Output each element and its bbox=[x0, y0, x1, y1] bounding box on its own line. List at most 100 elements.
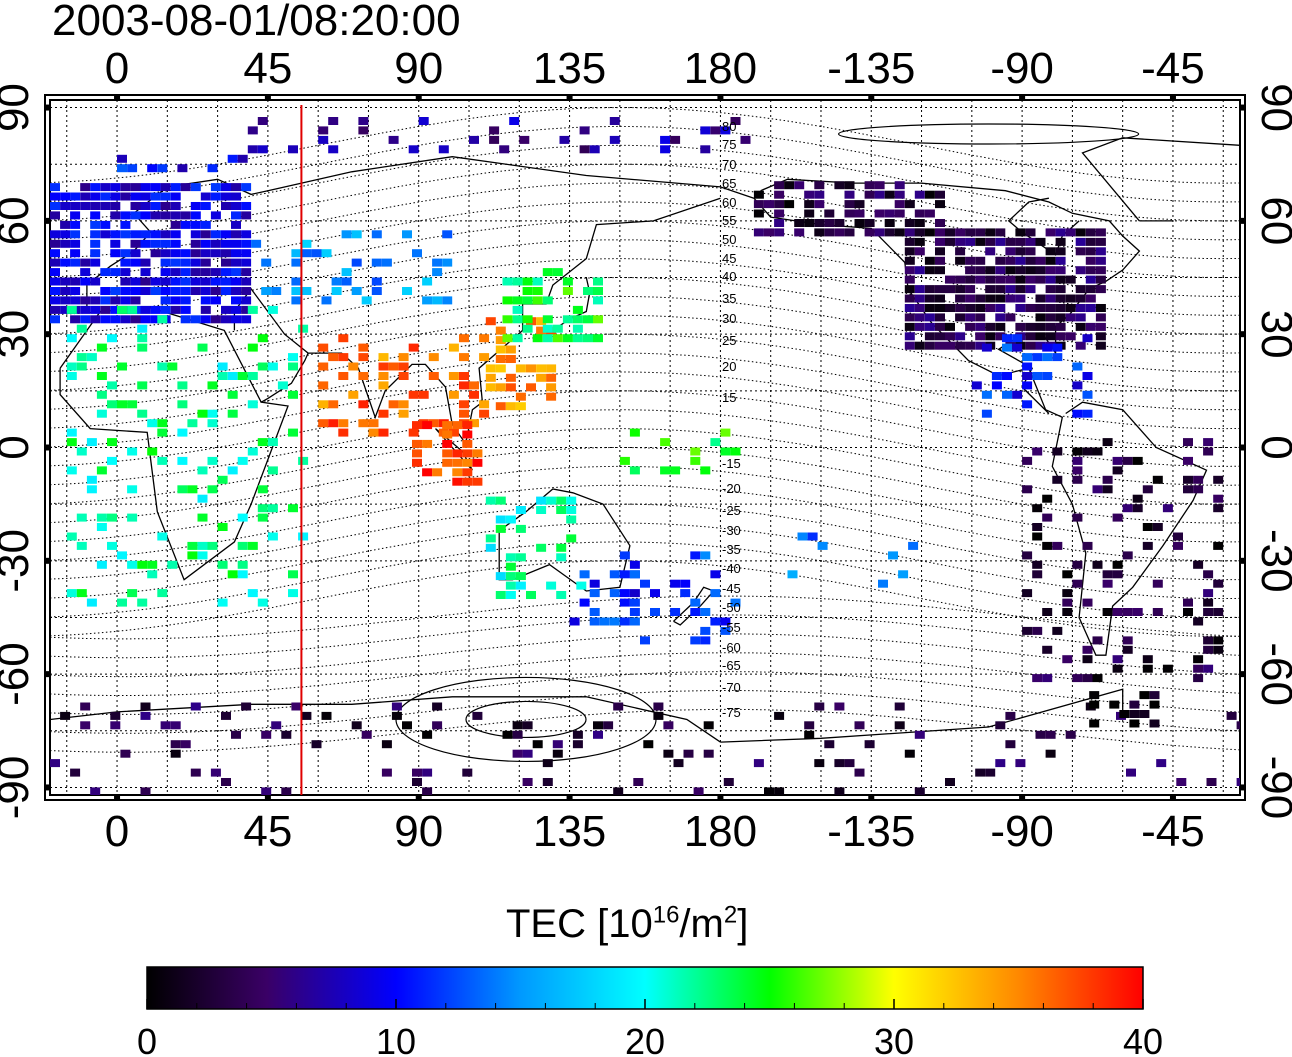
tec-cell bbox=[1052, 343, 1063, 352]
tec-cell bbox=[1152, 579, 1163, 588]
tec-cell bbox=[1173, 541, 1183, 550]
tec-cell bbox=[50, 183, 60, 192]
tec-cell bbox=[935, 247, 945, 256]
tec-cell bbox=[1102, 579, 1113, 588]
tec-cell bbox=[200, 277, 211, 286]
tec-cell bbox=[1085, 228, 1096, 237]
tec-cell bbox=[562, 287, 573, 295]
tec-cell bbox=[50, 759, 60, 768]
tec-cell bbox=[505, 562, 516, 571]
tec-cell bbox=[1042, 513, 1053, 522]
tec-cell bbox=[231, 730, 241, 739]
tec-cell bbox=[904, 341, 915, 350]
tec-cell bbox=[824, 740, 835, 749]
tec-cell bbox=[720, 617, 731, 626]
tec-cell bbox=[924, 294, 935, 303]
tec-cell bbox=[1042, 494, 1053, 503]
tec-cell bbox=[1112, 466, 1123, 475]
tec-cell bbox=[572, 740, 583, 749]
tec-cell bbox=[914, 219, 925, 227]
tec-cell bbox=[995, 294, 1006, 303]
tec-cell bbox=[1203, 438, 1214, 447]
tec-cell bbox=[955, 313, 966, 322]
tec-cell bbox=[1203, 447, 1214, 456]
contour-label: 25 bbox=[722, 333, 736, 348]
tec-cell bbox=[160, 183, 171, 192]
tec-cell bbox=[76, 513, 87, 522]
tec-cell bbox=[505, 572, 516, 581]
tec-cell bbox=[965, 237, 976, 246]
tec-cell bbox=[945, 275, 955, 284]
tec-cell bbox=[965, 313, 976, 322]
tec-cell bbox=[971, 381, 982, 390]
tec-cell bbox=[1213, 541, 1224, 550]
tec-cell bbox=[1156, 759, 1167, 768]
tec-cell bbox=[368, 428, 379, 437]
tec-cell bbox=[965, 322, 976, 331]
tec-cell bbox=[1095, 313, 1106, 322]
tec-cell bbox=[1065, 228, 1076, 237]
contour-label: -20 bbox=[722, 481, 741, 496]
tec-cell bbox=[80, 258, 91, 267]
tec-cell bbox=[1102, 485, 1113, 494]
tec-cell bbox=[1015, 256, 1026, 265]
tec-cell bbox=[479, 400, 490, 409]
tec-cell bbox=[167, 362, 178, 371]
tec-cell bbox=[710, 617, 721, 626]
tec-cell bbox=[448, 372, 459, 380]
tec-cell bbox=[358, 400, 369, 409]
tec-cell bbox=[318, 419, 329, 428]
tec-cell bbox=[60, 711, 71, 720]
tec-cell bbox=[207, 456, 218, 465]
contour-label: 75 bbox=[722, 137, 736, 152]
tec-cell bbox=[904, 313, 915, 322]
tec-cell bbox=[955, 285, 966, 294]
tec-cell bbox=[844, 190, 855, 199]
tec-cell bbox=[670, 135, 681, 144]
tec-cell bbox=[210, 249, 221, 258]
tec-cell bbox=[1193, 560, 1204, 569]
tec-cell bbox=[552, 334, 563, 343]
tec-cell bbox=[981, 343, 992, 352]
tec-cell bbox=[1035, 322, 1046, 331]
tec-cell bbox=[894, 209, 905, 218]
tec-cell bbox=[609, 135, 620, 144]
tec-cell bbox=[200, 258, 211, 267]
tec-cell bbox=[505, 553, 516, 562]
tec-cell bbox=[824, 219, 835, 227]
tec-cell bbox=[110, 305, 121, 314]
tec-cell bbox=[562, 334, 573, 343]
tec-cell bbox=[241, 702, 252, 711]
tec-cell bbox=[1072, 475, 1083, 484]
tec-cell bbox=[231, 192, 241, 201]
tec-cell bbox=[566, 534, 577, 543]
tec-cell bbox=[774, 228, 785, 237]
tec-cell bbox=[546, 496, 557, 505]
tec-cell bbox=[1092, 447, 1103, 456]
tec-cell bbox=[80, 202, 91, 210]
lat-label-left: -90 bbox=[0, 756, 38, 820]
tec-cell bbox=[1129, 710, 1140, 718]
tec-cell bbox=[328, 353, 339, 362]
tec-cell bbox=[231, 296, 241, 305]
tec-cell bbox=[1075, 247, 1086, 256]
tec-cell bbox=[935, 313, 945, 322]
pole-contour bbox=[837, 123, 1140, 145]
tec-cell bbox=[110, 315, 121, 324]
tec-cell bbox=[495, 345, 506, 354]
tec-cell bbox=[130, 315, 141, 324]
tec-cell bbox=[1025, 322, 1036, 331]
tec-cell bbox=[157, 362, 168, 371]
tec-cell bbox=[1122, 551, 1133, 560]
contour-label: 55 bbox=[722, 213, 736, 228]
tec-cell bbox=[509, 117, 520, 125]
tec-cell bbox=[1142, 523, 1153, 531]
tec-cell bbox=[935, 294, 945, 303]
tec-cell bbox=[100, 220, 111, 229]
tec-cell bbox=[804, 219, 815, 227]
tec-cell bbox=[680, 579, 691, 588]
tec-cell bbox=[619, 551, 630, 560]
tec-cell bbox=[291, 258, 302, 267]
tec-cell bbox=[200, 287, 211, 295]
tec-cell bbox=[603, 721, 614, 730]
